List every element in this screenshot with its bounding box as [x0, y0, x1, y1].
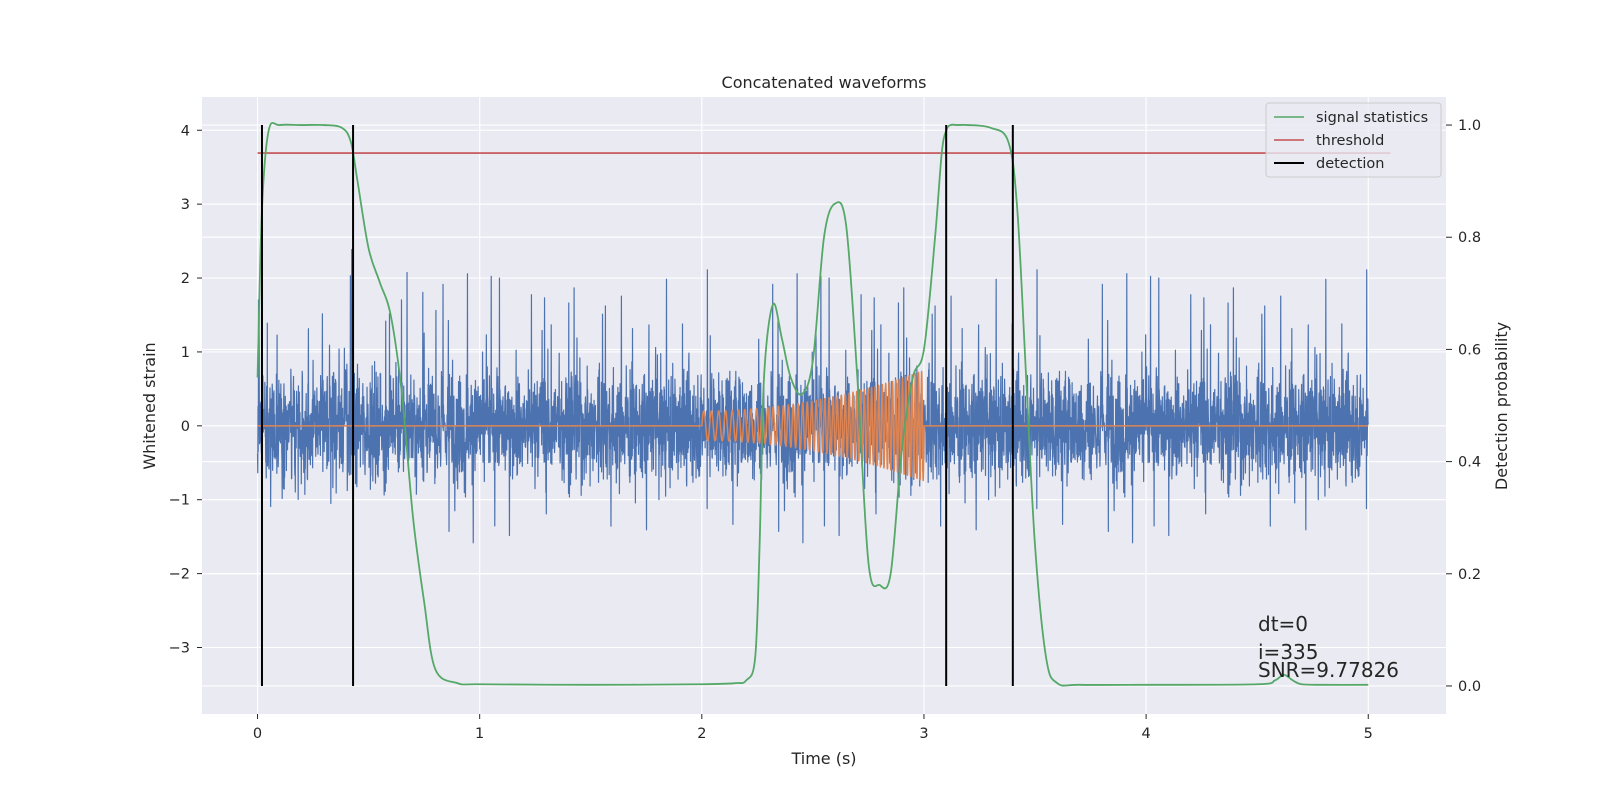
y-tick-label: −1 — [169, 493, 190, 509]
x-tick-label: 0 — [253, 726, 262, 742]
y-tick-label: 0 — [181, 419, 190, 435]
legend-box — [1265, 102, 1442, 178]
signal-statistics-series — [256, 122, 1369, 687]
y-tick-label: 4 — [181, 123, 190, 139]
y-tick-label: −2 — [169, 567, 190, 583]
y2-tick-label: 0.6 — [1458, 342, 1481, 358]
y2-axis-label: Detection probability — [1492, 322, 1511, 490]
y-tick-label: 2 — [181, 271, 190, 287]
chart-title: Concatenated waveforms — [722, 73, 927, 92]
injected-waveform-series — [257, 370, 1369, 482]
x-tick-label: 4 — [1141, 726, 1150, 742]
legend: signal statistics threshold detection — [1265, 102, 1442, 178]
annotation-index: i=335 — [1258, 640, 1319, 664]
y-tick-label: −3 — [169, 640, 190, 656]
y2-tick-label: 0.2 — [1458, 567, 1481, 583]
x-tick-label: 3 — [919, 726, 928, 742]
x-tick-label: 5 — [1364, 726, 1373, 742]
annotation-block: dt=0 i=335 SNR=9.77826 — [1258, 612, 1399, 682]
plot-area — [256, 122, 1391, 687]
strain-series — [256, 248, 1369, 544]
annotation-snr: SNR=9.77826 — [1258, 658, 1399, 682]
y2-tick-label: 0.8 — [1458, 230, 1481, 246]
y2-tick-label: 0.0 — [1458, 679, 1481, 695]
y2-tick-label: 0.4 — [1458, 455, 1481, 471]
y-axis-label: Whitened strain — [140, 342, 159, 469]
annotation-dt: dt=0 — [1258, 612, 1308, 636]
y-tick-label: 3 — [181, 197, 190, 213]
y-tick-label: 1 — [181, 345, 190, 361]
x-tick-label: 2 — [697, 726, 706, 742]
x-tick-label: 1 — [475, 726, 484, 742]
y2-tick-label: 1.0 — [1458, 118, 1481, 134]
legend-label-detection: detection — [1316, 156, 1384, 172]
legend-label-signal-statistics: signal statistics — [1316, 110, 1428, 126]
axis-ticks: 0 1 2 3 4 5 −3 −2 −1 0 1 2 3 4 0.0 0.2 0.4 0.6 0.8 1.0 — [169, 118, 1481, 742]
x-axis-label: Time (s) — [790, 749, 856, 768]
legend-label-threshold: threshold — [1316, 133, 1384, 149]
